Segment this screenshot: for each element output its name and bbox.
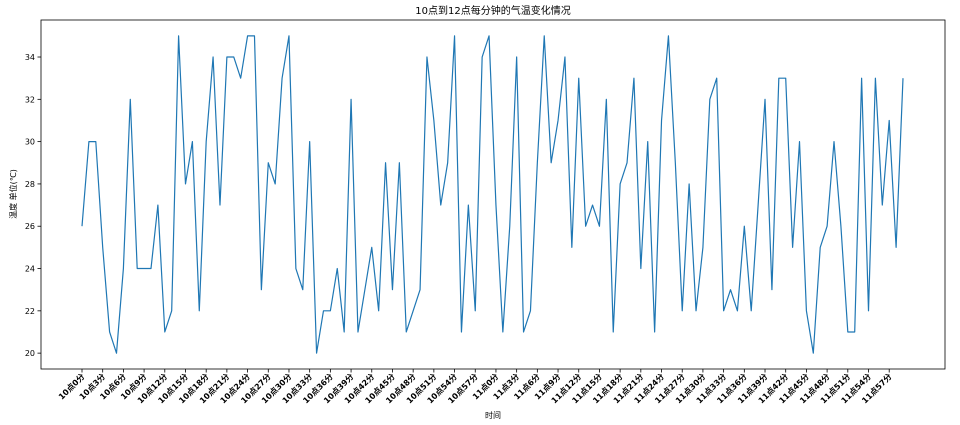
y-axis: 20 22 24 26 28 30 32 34	[25, 53, 41, 358]
x-axis-label: 时间	[485, 410, 501, 420]
plot-area-frame	[40, 19, 946, 370]
y-tick-label: 28	[25, 180, 35, 189]
y-tick-label: 22	[25, 307, 35, 316]
y-tick-label: 20	[25, 349, 35, 358]
series-line	[81, 35, 904, 354]
y-tick-label: 30	[25, 138, 35, 147]
chart-title: 10点到12点每分钟的气温变化情况	[415, 4, 570, 17]
y-tick-label: 34	[25, 53, 35, 62]
x-axis: 10点0分10点3分10点6分10点9分10点12分10点15分10点18分10…	[56, 369, 894, 405]
y-tick-label: 26	[25, 222, 35, 231]
y-tick-label: 32	[25, 95, 35, 104]
y-axis-label: 温度 单位(℃)	[8, 169, 18, 219]
y-tick-label: 24	[25, 265, 35, 274]
